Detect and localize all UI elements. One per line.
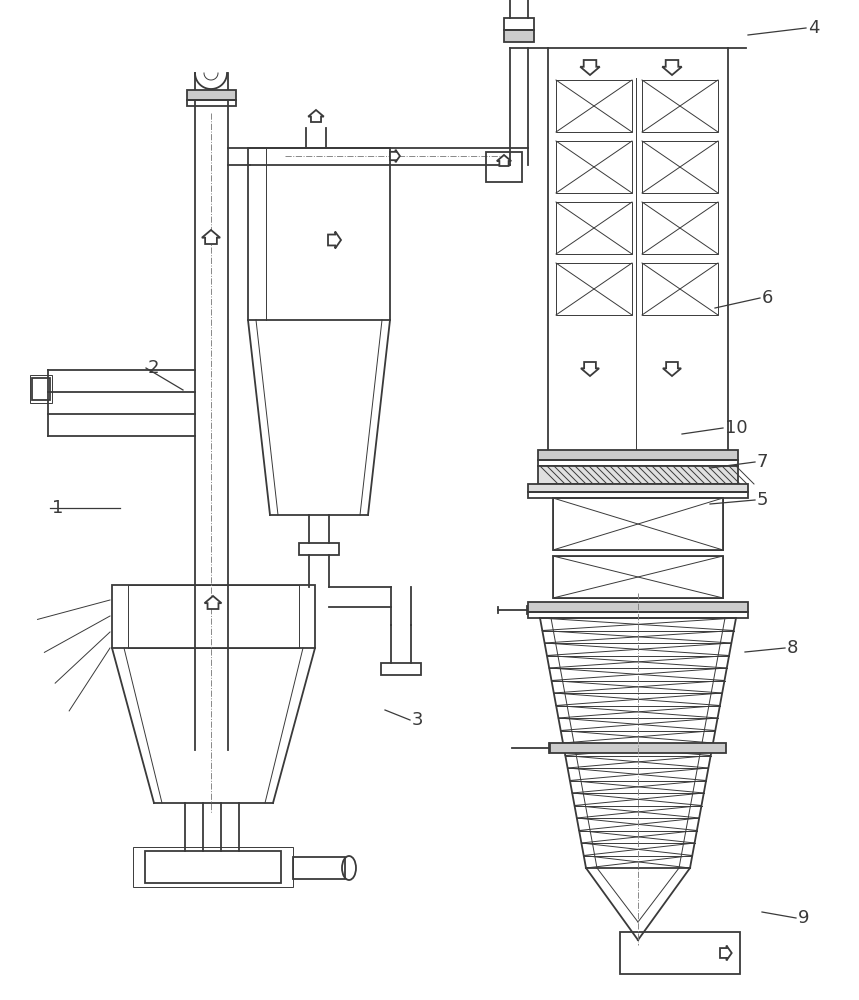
Bar (381, 663, 421, 675)
Bar (556, 263, 632, 315)
Bar (299, 543, 339, 555)
Bar (145, 851, 281, 883)
Bar (550, 743, 726, 753)
Bar (642, 202, 718, 254)
Bar (32, 378, 50, 400)
Bar (128, 585, 299, 648)
Bar (504, 30, 534, 42)
Bar (504, 18, 534, 30)
Polygon shape (390, 150, 400, 162)
Bar (553, 556, 723, 598)
Text: 7: 7 (757, 453, 769, 471)
Polygon shape (720, 946, 732, 960)
Text: 8: 8 (787, 639, 798, 657)
Polygon shape (662, 60, 682, 75)
Text: 2: 2 (148, 359, 160, 377)
Bar (187, 100, 236, 106)
Bar (642, 80, 718, 132)
Text: 10: 10 (725, 419, 747, 437)
Polygon shape (202, 230, 220, 244)
Text: 3: 3 (412, 711, 423, 729)
Bar (112, 585, 315, 648)
Bar (538, 466, 738, 484)
Bar (553, 556, 723, 598)
Polygon shape (663, 362, 681, 376)
Polygon shape (308, 110, 324, 122)
Bar (133, 847, 293, 887)
Bar (528, 492, 748, 498)
Bar (538, 450, 738, 460)
Bar (642, 141, 718, 193)
Text: 5: 5 (757, 491, 769, 509)
Bar (620, 932, 740, 974)
Text: 4: 4 (808, 19, 819, 37)
Polygon shape (328, 232, 341, 248)
Bar (30, 375, 52, 403)
Bar (642, 263, 718, 315)
Text: 1: 1 (52, 499, 64, 517)
Bar (248, 148, 390, 320)
Polygon shape (497, 155, 511, 166)
Ellipse shape (342, 856, 356, 880)
Bar (528, 602, 748, 612)
Bar (538, 460, 738, 466)
Bar (556, 202, 632, 254)
Polygon shape (204, 596, 222, 609)
Text: 6: 6 (762, 289, 773, 307)
Bar (553, 498, 723, 550)
Bar (528, 484, 748, 492)
Polygon shape (581, 362, 599, 376)
Bar (553, 498, 723, 550)
Bar (293, 857, 345, 879)
Bar (486, 152, 522, 182)
Polygon shape (580, 60, 600, 75)
Bar (528, 612, 748, 618)
Text: 9: 9 (798, 909, 809, 927)
Bar (556, 80, 632, 132)
Bar (187, 90, 236, 100)
Bar (556, 141, 632, 193)
